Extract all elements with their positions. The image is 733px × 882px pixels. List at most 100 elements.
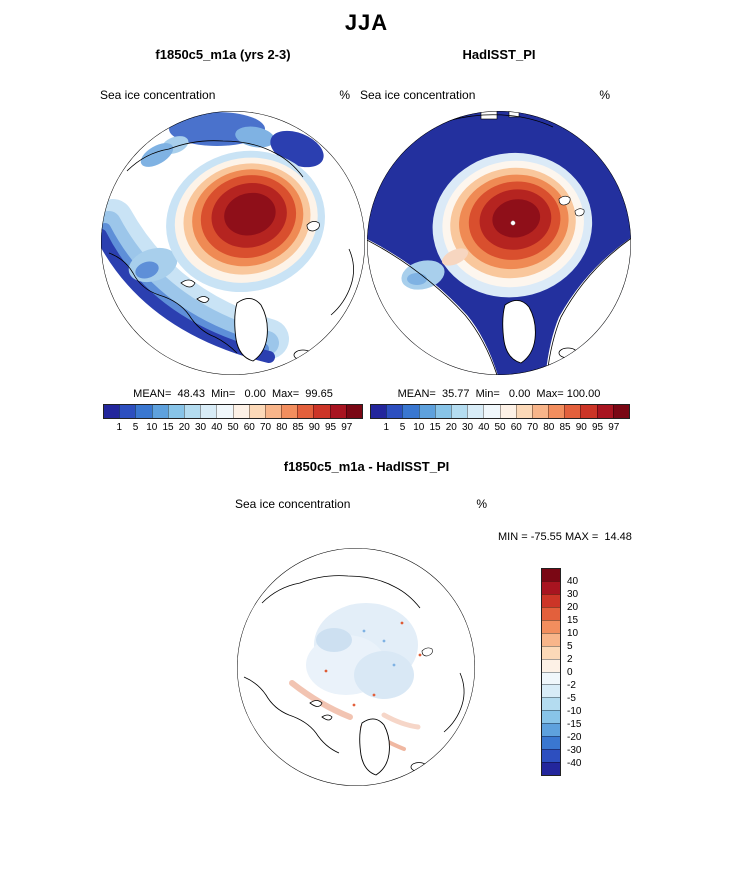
- colorbar-swatch: [542, 762, 560, 775]
- tick-label: -40: [567, 757, 582, 769]
- tick-label: 40: [478, 422, 490, 433]
- obs-stats: MEAN= 35.77 Min= 0.00 Max= 100.00: [397, 388, 601, 400]
- colorbar-swatch: [313, 405, 330, 418]
- tick-label: 50: [227, 422, 239, 433]
- colorbar-swatch: [542, 619, 560, 633]
- tick-label: 1: [116, 422, 123, 433]
- tick-label: 70: [526, 422, 539, 433]
- tick-label: 20: [178, 422, 190, 433]
- colorbar-swatch: [542, 723, 560, 737]
- colorbar-swatch: [450, 405, 468, 418]
- colorbar-swatch: [542, 593, 560, 607]
- tick-label: 15: [162, 422, 174, 433]
- tick-label: 60: [243, 422, 255, 433]
- obs-variable-label: Sea ice concentration: [360, 88, 476, 102]
- tick-label: 10: [413, 422, 425, 433]
- tick-label: 40: [211, 422, 223, 433]
- obs-unit-label: %: [599, 88, 610, 102]
- diff-variable-row: Sea ice concentration %: [235, 497, 487, 511]
- tick-label: 5: [132, 422, 139, 433]
- colorbar-swatch: [542, 580, 560, 594]
- tick-label: 90: [308, 422, 320, 433]
- colorbar-swatch: [248, 405, 265, 418]
- colorbar-swatch: [434, 405, 451, 418]
- model-map-svg: [101, 111, 365, 375]
- diff-colorbar-ticks: 40 30 20 15 10 5 2 0 -2 -5 -10 -15 -20 -30 -40: [567, 568, 601, 776]
- colorbar-swatch: [542, 658, 560, 672]
- obs-colorbar: [370, 404, 630, 419]
- colorbar-swatch: [542, 697, 560, 711]
- obs-variable-row: Sea ice concentration %: [360, 88, 610, 102]
- tick-label: 30: [567, 588, 579, 600]
- diff-minmax: MIN = -75.55 MAX = 14.48: [498, 531, 632, 543]
- colorbar-swatch: [467, 405, 484, 418]
- tick-label: 15: [429, 422, 441, 433]
- colorbar-swatch: [542, 749, 560, 763]
- colorbar-swatch: [402, 405, 419, 418]
- obs-colorbar-ticks: 1 5 10 15 20 30 40 50 60 70 80 85 90 95 97: [370, 422, 630, 433]
- tick-label: 30: [194, 422, 207, 433]
- colorbar-swatch: [345, 405, 362, 418]
- diff-map: [234, 545, 478, 794]
- tick-label: -20: [567, 731, 582, 743]
- diff-panel-title: f1850c5_m1a - HadISST_PI: [283, 459, 450, 474]
- colorbar-swatch: [580, 405, 597, 418]
- colorbar-swatch: [135, 405, 152, 418]
- colorbar-swatch: [499, 405, 516, 418]
- colorbar-swatch: [119, 405, 136, 418]
- diff-coastlines: [243, 575, 465, 776]
- tick-label: 80: [276, 422, 288, 433]
- model-panel-title: f1850c5_m1a (yrs 2-3): [155, 47, 291, 62]
- colorbar-swatch: [542, 710, 560, 724]
- tick-label: 40: [567, 575, 579, 587]
- tick-label: 85: [559, 422, 571, 433]
- tick-label: 90: [575, 422, 587, 433]
- tick-label: 15: [567, 614, 579, 626]
- tick-label: 50: [494, 422, 506, 433]
- tick-label: -10: [567, 705, 582, 717]
- colorbar-swatch: [612, 405, 629, 418]
- colorbar-swatch: [183, 405, 201, 418]
- colorbar-swatch: [418, 405, 435, 418]
- colorbar-swatch: [531, 405, 549, 418]
- tick-label: 20: [567, 601, 579, 613]
- colorbar-swatch: [515, 405, 532, 418]
- colorbar-swatch: [542, 684, 560, 698]
- tick-label: -15: [567, 718, 582, 730]
- colorbar-swatch: [542, 606, 560, 620]
- diff-field: [289, 603, 422, 751]
- model-variable-label: Sea ice concentration: [100, 88, 216, 102]
- colorbar-swatch: [542, 736, 560, 750]
- tick-label: 97: [608, 422, 620, 433]
- colorbar-swatch: [104, 405, 120, 418]
- tick-label: -5: [567, 692, 576, 704]
- tick-label: 5: [399, 422, 406, 433]
- tick-label: 85: [292, 422, 304, 433]
- tick-label: -30: [567, 744, 582, 756]
- obs-map: [363, 107, 635, 384]
- model-stats: MEAN= 48.43 Min= 0.00 Max= 99.65: [133, 388, 333, 400]
- colorbar-swatch: [200, 405, 217, 418]
- model-variable-row: Sea ice concentration %: [100, 88, 350, 102]
- figure-title: JJA: [344, 10, 389, 35]
- tick-label: -2: [567, 679, 576, 691]
- colorbar-swatch: [151, 405, 168, 418]
- colorbar-swatch: [483, 405, 500, 418]
- colorbar-swatch: [542, 632, 560, 646]
- colorbar-swatch: [167, 405, 184, 418]
- diff-variable-label: Sea ice concentration: [235, 497, 351, 511]
- colorbar-swatch: [371, 405, 387, 418]
- tick-label: 80: [543, 422, 555, 433]
- tick-label: 10: [567, 627, 579, 639]
- tick-label: 5: [567, 640, 573, 652]
- tick-label: 95: [324, 422, 337, 433]
- colorbar-swatch: [542, 671, 560, 685]
- colorbar-swatch: [542, 569, 560, 581]
- colorbar-swatch: [548, 405, 565, 418]
- colorbar-swatch: [564, 405, 581, 418]
- model-colorbar: [103, 404, 363, 419]
- tick-label: 95: [591, 422, 604, 433]
- tick-label: 20: [445, 422, 457, 433]
- colorbar-swatch: [216, 405, 233, 418]
